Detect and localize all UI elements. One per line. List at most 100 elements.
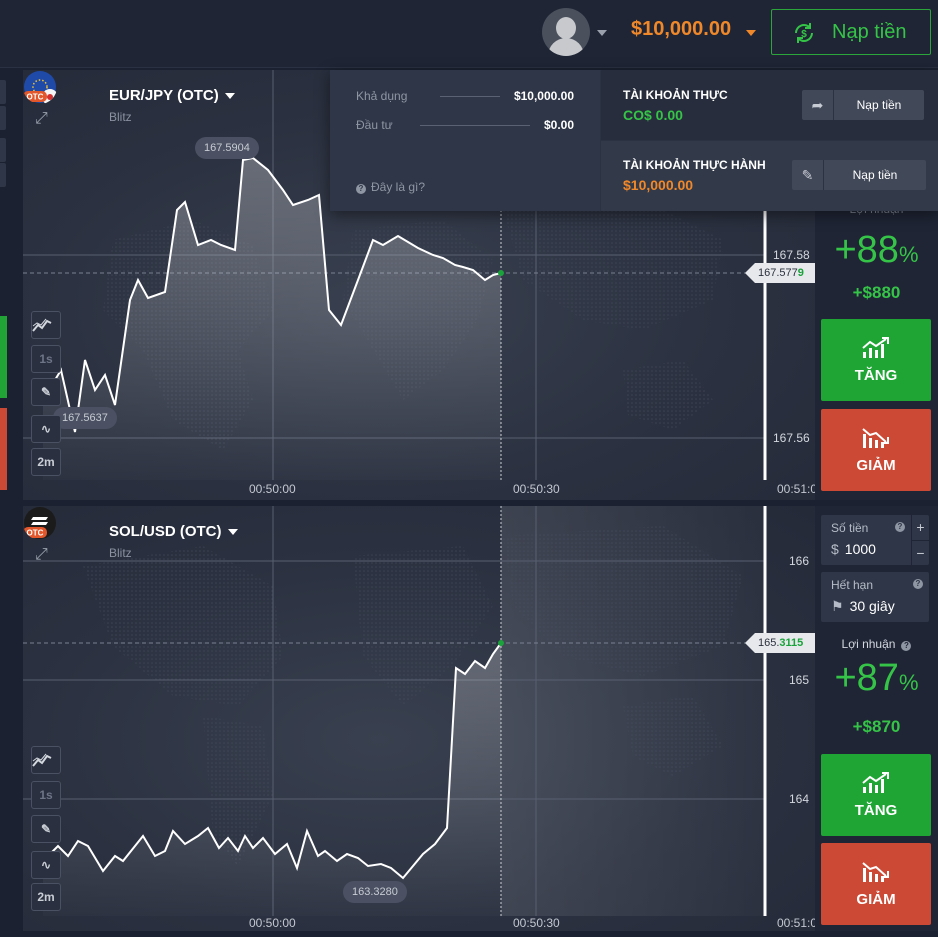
share-icon: ➦ xyxy=(802,90,834,120)
chart-up-icon xyxy=(862,772,889,793)
pencil-icon[interactable]: ✎ xyxy=(31,378,61,406)
chevron-down-icon[interactable] xyxy=(597,30,607,36)
balance-display[interactable]: $10,000.00 xyxy=(631,18,732,40)
deposit-label: Nạp tiền xyxy=(832,21,907,43)
trade-mode-label: Blitz xyxy=(109,110,132,124)
timeframe-button[interactable]: 2m xyxy=(31,448,61,476)
profit-label: Lợi nhuận? xyxy=(815,637,938,651)
expand-icon[interactable]: ⤢ xyxy=(35,546,48,563)
price-axis-label: 167.58 xyxy=(773,248,810,262)
account-dropdown: Khả dụng $10,000.00 Đầu tư $0.00 ? Đây là… xyxy=(330,70,938,211)
time-axis-label: 00:51:0 xyxy=(777,916,815,930)
down-label: GIẢM xyxy=(856,457,896,474)
demo-account-item[interactable]: TÀI KHOẢN THỰC HÀNH $10,000.00 ✎ Nạp tiề… xyxy=(601,141,938,211)
deposit-cycle-icon: $ xyxy=(795,23,813,43)
left-strip-up-button[interactable] xyxy=(0,316,7,398)
trade-mode-label: Blitz xyxy=(109,546,132,560)
help-icon[interactable]: ? xyxy=(913,579,923,589)
low-price-label: 163.3280 xyxy=(343,881,407,903)
chart-up-icon xyxy=(862,337,889,358)
real-account-amount: CO$ 0.00 xyxy=(623,107,683,123)
plus-icon[interactable]: + xyxy=(916,519,925,535)
timeframe-button[interactable]: 2m xyxy=(31,883,61,911)
price-axis-label: 165 xyxy=(789,673,810,687)
time-axis-label: 00:50:30 xyxy=(513,482,560,496)
price-axis-label: 166 xyxy=(789,554,810,568)
expiry-field[interactable]: Hết hạn ? ⚑ 30 giây xyxy=(821,572,929,622)
amount-field[interactable]: Số tiền ? $1000 + − xyxy=(821,515,929,565)
amount-value[interactable]: $1000 xyxy=(831,541,876,557)
current-price-tag: 165.3115 xyxy=(745,633,815,653)
down-button[interactable]: GIẢM xyxy=(821,843,931,925)
amount-label: Số tiền xyxy=(831,521,869,535)
interval-button[interactable]: 1s xyxy=(31,781,61,809)
left-strip-control[interactable] xyxy=(0,138,6,162)
trade-panel-2: Số tiền ? $1000 + − Hết hạn ? ⚑ 30 giây Lợ… xyxy=(815,506,938,931)
demo-deposit-button[interactable]: ✎ Nạp tiền xyxy=(792,160,926,190)
pencil-icon[interactable]: ✎ xyxy=(31,815,61,843)
chart-svg[interactable] xyxy=(23,506,815,931)
current-price-tag: 167.5779 xyxy=(745,263,815,283)
user-avatar-icon[interactable] xyxy=(542,8,590,56)
chart-panel-solusd[interactable]: ✕ ⤢ OTC SOL/USD (OTC) Blitz 163.3280 1s … xyxy=(23,506,815,931)
asset-selector[interactable]: EUR/JPY (OTC) xyxy=(109,87,235,104)
minus-icon[interactable]: − xyxy=(912,540,929,565)
help-icon: ? xyxy=(356,184,366,194)
chart-svg[interactable] xyxy=(23,70,815,500)
deposit-button[interactable]: $ Nạp tiền xyxy=(771,9,931,55)
down-label: GIẢM xyxy=(856,891,896,908)
up-button[interactable]: TĂNG xyxy=(821,319,931,401)
svg-text:OTC: OTC xyxy=(27,93,44,102)
indicator-icon[interactable]: ∿ xyxy=(31,415,61,443)
left-strip-control[interactable] xyxy=(0,163,6,187)
chart-type-icon[interactable] xyxy=(31,311,61,339)
help-icon[interactable]: ? xyxy=(901,641,912,651)
left-edge-strip xyxy=(0,68,8,937)
svg-text:$: $ xyxy=(801,29,807,40)
real-deposit-button[interactable]: ➦ Nạp tiền xyxy=(802,90,924,120)
expiry-value[interactable]: ⚑ 30 giây xyxy=(831,598,895,614)
up-button[interactable]: TĂNG xyxy=(821,754,931,836)
help-link[interactable]: ? Đây là gì? xyxy=(356,180,425,194)
invested-label: Đầu tư xyxy=(356,118,393,132)
time-axis-label: 00:50:30 xyxy=(513,916,560,930)
chevron-down-icon xyxy=(227,529,238,536)
help-icon[interactable]: ? xyxy=(895,522,905,532)
trade-panel-1: Lợi nhuận +88% +$880 TĂNG GIẢM xyxy=(815,202,938,500)
indicator-icon[interactable]: ∿ xyxy=(31,851,61,879)
low-price-label: 167.5637 xyxy=(53,407,117,429)
asset-selector[interactable]: SOL/USD (OTC) xyxy=(109,523,238,540)
demo-account-amount: $10,000.00 xyxy=(623,177,694,193)
price-axis-label: 164 xyxy=(789,792,810,806)
chart-down-icon xyxy=(862,428,889,448)
left-strip-control[interactable] xyxy=(0,106,6,130)
interval-button[interactable]: 1s xyxy=(31,345,61,373)
down-button[interactable]: GIẢM xyxy=(821,409,931,491)
available-value: $10,000.00 xyxy=(513,89,574,103)
demo-account-title: TÀI KHOẢN THỰC HÀNH xyxy=(623,158,766,172)
eurjpy-flag-icon: OTC xyxy=(23,71,57,104)
up-label: TĂNG xyxy=(854,802,898,819)
expiry-label: Hết hạn xyxy=(831,578,874,592)
expand-icon[interactable]: ⤢ xyxy=(35,110,48,127)
profit-amount: +$880 xyxy=(852,283,901,302)
invested-value: $0.00 xyxy=(543,118,574,132)
left-strip-down-button[interactable] xyxy=(0,408,7,490)
real-account-title: TÀI KHOẢN THỰC xyxy=(623,88,728,102)
left-strip-control[interactable] xyxy=(0,80,6,104)
amount-stepper[interactable]: + − xyxy=(911,515,929,565)
time-axis-label: 00:51:0 xyxy=(777,482,815,496)
time-axis-label: 00:50:00 xyxy=(249,482,296,496)
price-line xyxy=(42,156,502,433)
profit-percent: +87% xyxy=(834,657,919,699)
world-map-backdrop xyxy=(83,526,743,866)
account-summary: Khả dụng $10,000.00 Đầu tư $0.00 ? Đây là… xyxy=(330,70,600,211)
high-price-label: 167.5904 xyxy=(195,137,259,159)
price-line xyxy=(42,642,502,880)
flag-icon: ⚑ xyxy=(831,598,844,614)
real-account-item[interactable]: TÀI KHOẢN THỰC CO$ 0.00 ➦ Nạp tiền xyxy=(601,70,938,140)
balance-chevron-down-icon[interactable] xyxy=(746,30,756,36)
solusd-coin-icon: OTC xyxy=(23,507,56,539)
up-label: TĂNG xyxy=(854,367,898,384)
chart-type-icon[interactable] xyxy=(31,746,61,774)
